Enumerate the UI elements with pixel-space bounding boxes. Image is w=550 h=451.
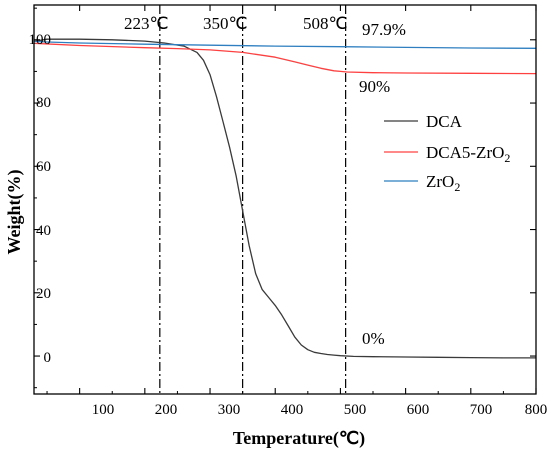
x-tick-label: 300 — [218, 402, 241, 418]
series-line-zro2 — [33, 40, 537, 49]
y-tick-label: 20 — [36, 286, 51, 302]
annotation-508: 508℃ — [303, 14, 348, 33]
x-tick-label: 700 — [470, 402, 493, 418]
x-axis-title: Temperature(℃) — [233, 428, 365, 449]
annotation-90: 90% — [359, 77, 390, 96]
series-line-dca5-zro2 — [33, 42, 537, 75]
legend-label-zro2: ZrO2 — [426, 172, 460, 194]
annotation-350: 350℃ — [203, 14, 248, 33]
x-tick-label: 200 — [155, 402, 178, 418]
y-tick-label: 0 — [44, 350, 52, 366]
annotation-223: 223℃ — [124, 14, 169, 33]
x-tick-label: 500 — [344, 402, 367, 418]
plot-marks — [33, 4, 537, 395]
y-tick-label: 40 — [36, 223, 51, 239]
legend: DCA DCA5-ZrO2 ZrO2 — [384, 112, 510, 194]
annotation-97-9: 97.9% — [362, 20, 406, 39]
y-tick-label: 60 — [36, 159, 51, 175]
annotation-0: 0% — [362, 329, 385, 348]
series-line-dca — [33, 38, 536, 359]
x-tick-label: 800 — [525, 402, 548, 418]
annotations: 223℃ 350℃ 508℃ 97.9% 90% 0% — [124, 14, 406, 348]
y-tick-labels: 0 20 40 60 80 100 — [29, 32, 52, 366]
x-tick-label: 400 — [281, 402, 304, 418]
plot-frame — [33, 4, 537, 395]
y-tick-label: 100 — [29, 32, 52, 48]
x-tick-label: 600 — [407, 402, 430, 418]
y-axis-title: Weight(%) — [4, 170, 25, 255]
y-tick-label: 80 — [36, 95, 51, 111]
x-tick-label: 100 — [92, 402, 115, 418]
legend-label-dca: DCA — [426, 112, 463, 131]
legend-label-dca5-zro2: DCA5-ZrO2 — [426, 143, 510, 165]
x-tick-labels: 100 200 300 400 500 600 700 800 — [92, 402, 548, 418]
